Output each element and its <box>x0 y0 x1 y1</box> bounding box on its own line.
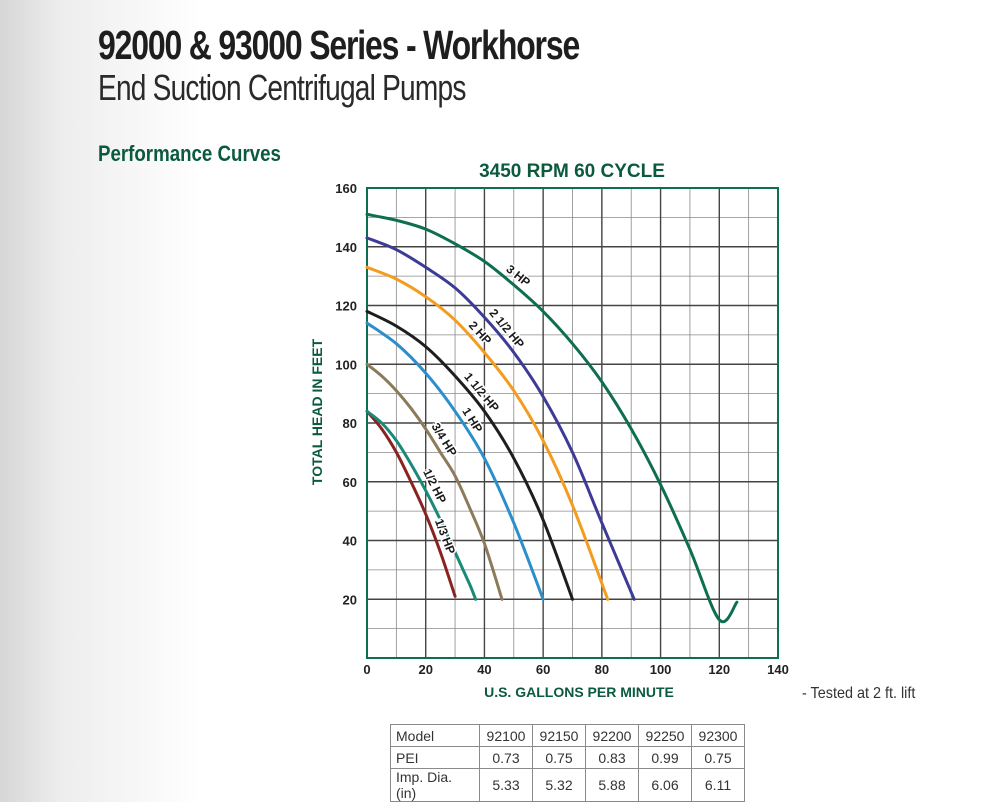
y-tick-label: 60 <box>343 475 357 490</box>
table-row: Model 92100 92150 92200 92250 92300 <box>390 724 745 747</box>
page-title: 92000 & 93000 Series - Workhorse <box>98 22 580 68</box>
plot-frame <box>366 187 779 659</box>
table-cell: 92200 <box>585 724 639 747</box>
section-heading: Performance Curves <box>98 141 281 166</box>
x-tick-label: 80 <box>595 662 609 677</box>
table-cell: 92150 <box>532 724 586 747</box>
table-cell: 5.88 <box>585 768 639 802</box>
y-tick-label: 160 <box>335 181 357 196</box>
table-row: Imp. Dia. (in) 5.33 5.32 5.88 6.06 6.11 <box>390 768 745 802</box>
series-label-3-hp: 3 HP <box>503 262 533 290</box>
y-tick-label: 80 <box>343 416 357 431</box>
table-cell: Imp. Dia. (in) <box>390 768 480 802</box>
y-tick-label: 100 <box>335 357 357 372</box>
page-subtitle: End Suction Centrifugal Pumps <box>98 67 466 108</box>
table-cell: Model <box>390 724 480 747</box>
x-tick-label: 40 <box>477 662 491 677</box>
y-tick-label: 20 <box>343 592 357 607</box>
series-line-2-hp <box>365 265 610 601</box>
x-tick-label: 120 <box>708 662 730 677</box>
x-axis-label: U.S. GALLONS PER MINUTE <box>484 684 674 700</box>
table-cell: PEI <box>390 746 480 769</box>
x-tick-label: 0 <box>363 662 370 677</box>
x-tick-label: 20 <box>418 662 432 677</box>
table-cell: 92300 <box>691 724 745 747</box>
table-cell: 0.73 <box>479 746 533 769</box>
series-line-1-2-hp <box>365 409 478 601</box>
specs-table: Model 92100 92150 92200 92250 92300 PEI … <box>390 724 745 802</box>
table-cell: 0.99 <box>638 746 692 769</box>
x-tick-label: 100 <box>650 662 672 677</box>
series-line-1-hp <box>365 321 545 601</box>
table-cell: 0.75 <box>691 746 745 769</box>
series-line-3-hp <box>365 212 739 624</box>
x-tick-label: 140 <box>767 662 789 677</box>
series-line-2-1-2-hp <box>365 236 636 601</box>
test-note: - Tested at 2 ft. lift <box>802 685 916 702</box>
series-line-3-4-hp <box>365 362 504 601</box>
table-cell: 6.11 <box>691 768 745 802</box>
table-cell: 5.33 <box>479 768 533 802</box>
chart-title: 3450 RPM 60 CYCLE <box>479 161 665 182</box>
y-axis-label: TOTAL HEAD IN FEET <box>309 338 325 485</box>
y-tick-label: 40 <box>343 534 357 549</box>
y-tick-label: 120 <box>335 299 357 314</box>
series-line-1-3-hp <box>365 409 457 598</box>
x-tick-label: 60 <box>536 662 550 677</box>
table-cell: 0.83 <box>585 746 639 769</box>
table-cell: 5.32 <box>532 768 586 802</box>
table-cell: 92250 <box>638 724 692 747</box>
series-line-1-1-2-hp <box>365 309 574 601</box>
y-tick-label: 140 <box>335 240 357 255</box>
table-cell: 92100 <box>479 724 533 747</box>
table-row: PEI 0.73 0.75 0.83 0.99 0.75 <box>390 746 745 769</box>
table-cell: 6.06 <box>638 768 692 802</box>
table-cell: 0.75 <box>532 746 586 769</box>
